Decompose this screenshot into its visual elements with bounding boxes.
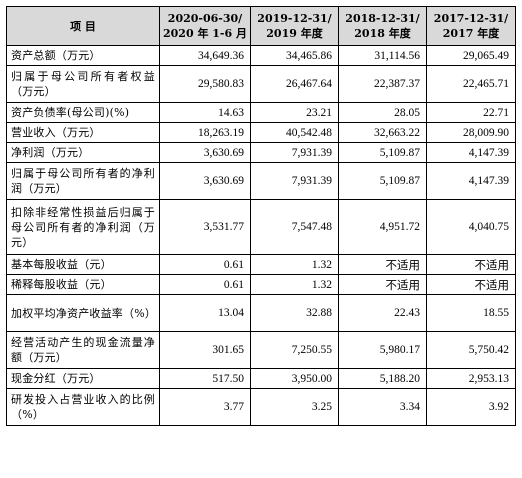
- cell-value: 3,630.69: [159, 142, 251, 163]
- table-row: 研发投入占营业收入的比例（%） 3.77 3.25 3.34 3.92: [6, 388, 516, 426]
- table-row: 净利润（万元） 3,630.69 7,931.39 5,109.87 4,147.39: [6, 142, 516, 163]
- cell-value: 18,263.19: [159, 122, 251, 143]
- cell-value: 不适用: [426, 254, 516, 275]
- cell-value: 26,467.64: [250, 65, 339, 103]
- cell-value: 1.32: [250, 254, 339, 275]
- cell-value: 3,531.77: [159, 199, 251, 255]
- row-label: 归属于母公司所有者的净利润（万元）: [6, 162, 160, 200]
- row-label: 基本每股收益（元）: [6, 254, 160, 275]
- header-row: 项 目 2020-06-30/ 2020 年 1-6 月 2019-12-31/…: [6, 6, 516, 46]
- header-period-2017: 2017-12-31/ 2017 年度: [426, 6, 516, 46]
- cell-value: 23.21: [250, 102, 339, 123]
- cell-value: 1.32: [250, 274, 339, 295]
- table-row: 稀释每股收益（元） 0.61 1.32 不适用 不适用: [6, 274, 516, 295]
- cell-value: 7,931.39: [250, 142, 339, 163]
- cell-value: 22,465.71: [426, 65, 516, 103]
- row-label: 稀释每股收益（元）: [6, 274, 160, 295]
- row-label: 扣除非经常性损益后归属于母公司所有者的净利润（万元）: [6, 199, 160, 255]
- header-item: 项 目: [6, 6, 160, 46]
- cell-value: 3.77: [159, 388, 251, 426]
- cell-value: 22,387.37: [338, 65, 427, 103]
- cell-value: 5,750.42: [426, 331, 516, 369]
- cell-value: 13.04: [159, 294, 251, 332]
- cell-value: 4,147.39: [426, 162, 516, 200]
- table-row: 归属于母公司所有者权益（万元） 29,580.83 26,467.64 22,387.…: [6, 65, 516, 103]
- cell-value: 4,951.72: [338, 199, 427, 255]
- table-row: 现金分红（万元） 517.50 3,950.00 5,188.20 2,953.13: [6, 368, 516, 389]
- cell-value: 28.05: [338, 102, 427, 123]
- cell-value: 4,040.75: [426, 199, 516, 255]
- header-period-2020h1: 2020-06-30/ 2020 年 1-6 月: [159, 6, 251, 46]
- table-row: 基本每股收益（元） 0.61 1.32 不适用 不适用: [6, 254, 516, 275]
- cell-value: 0.61: [159, 274, 251, 295]
- row-label: 经营活动产生的现金流量净额（万元）: [6, 331, 160, 369]
- table-row: 营业收入（万元） 18,263.19 40,542.48 32,663.22 28,00…: [6, 122, 516, 143]
- cell-value: 7,931.39: [250, 162, 339, 200]
- cell-value: 34,465.86: [250, 45, 339, 66]
- cell-value: 14.63: [159, 102, 251, 123]
- financial-data-table: 项 目 2020-06-30/ 2020 年 1-6 月 2019-12-31/…: [6, 6, 516, 426]
- cell-value: 18.55: [426, 294, 516, 332]
- cell-value: 3.92: [426, 388, 516, 426]
- cell-value: 301.65: [159, 331, 251, 369]
- cell-value: 不适用: [426, 274, 516, 295]
- header-period-2018: 2018-12-31/ 2018 年度: [338, 6, 427, 46]
- cell-value: 32,663.22: [338, 122, 427, 143]
- row-label: 归属于母公司所有者权益（万元）: [6, 65, 160, 103]
- cell-value: 5,188.20: [338, 368, 427, 389]
- cell-value: 0.61: [159, 254, 251, 275]
- cell-value: 5,109.87: [338, 162, 427, 200]
- cell-value: 4,147.39: [426, 142, 516, 163]
- cell-value: 40,542.48: [250, 122, 339, 143]
- cell-value: 3,630.69: [159, 162, 251, 200]
- table-row: 扣除非经常性损益后归属于母公司所有者的净利润（万元） 3,531.77 7,547.…: [6, 199, 516, 255]
- row-label: 资产负债率(母公司)(%): [6, 102, 160, 123]
- table-row: 归属于母公司所有者的净利润（万元） 3,630.69 7,931.39 5,109.8…: [6, 162, 516, 200]
- row-label: 研发投入占营业收入的比例（%）: [6, 388, 160, 426]
- cell-value: 29,065.49: [426, 45, 516, 66]
- table-row: 资产总额（万元） 34,649.36 34,465.86 31,114.56 29,06…: [6, 45, 516, 66]
- cell-value: 2,953.13: [426, 368, 516, 389]
- table-row: 经营活动产生的现金流量净额（万元） 301.65 7,250.55 5,980.17 5…: [6, 331, 516, 369]
- row-label: 净利润（万元）: [6, 142, 160, 163]
- cell-value: 3.34: [338, 388, 427, 426]
- table-row: 加权平均净资产收益率（%） 13.04 32.88 22.43 18.55: [6, 294, 516, 332]
- table-row: 资产负债率(母公司)(%) 14.63 23.21 28.05 22.71: [6, 102, 516, 123]
- cell-value: 32.88: [250, 294, 339, 332]
- row-label: 加权平均净资产收益率（%）: [6, 294, 160, 332]
- cell-value: 517.50: [159, 368, 251, 389]
- cell-value: 34,649.36: [159, 45, 251, 66]
- cell-value: 31,114.56: [338, 45, 427, 66]
- row-label: 现金分红（万元）: [6, 368, 160, 389]
- cell-value: 3.25: [250, 388, 339, 426]
- cell-value: 22.43: [338, 294, 427, 332]
- cell-value: 7,547.48: [250, 199, 339, 255]
- cell-value: 7,250.55: [250, 331, 339, 369]
- cell-value: 29,580.83: [159, 65, 251, 103]
- header-period-2019: 2019-12-31/ 2019 年度: [250, 6, 339, 46]
- cell-value: 5,109.87: [338, 142, 427, 163]
- cell-value: 3,950.00: [250, 368, 339, 389]
- row-label: 资产总额（万元）: [6, 45, 160, 66]
- cell-value: 不适用: [338, 254, 427, 275]
- cell-value: 不适用: [338, 274, 427, 295]
- cell-value: 28,009.90: [426, 122, 516, 143]
- row-label: 营业收入（万元）: [6, 122, 160, 143]
- cell-value: 5,980.17: [338, 331, 427, 369]
- cell-value: 22.71: [426, 102, 516, 123]
